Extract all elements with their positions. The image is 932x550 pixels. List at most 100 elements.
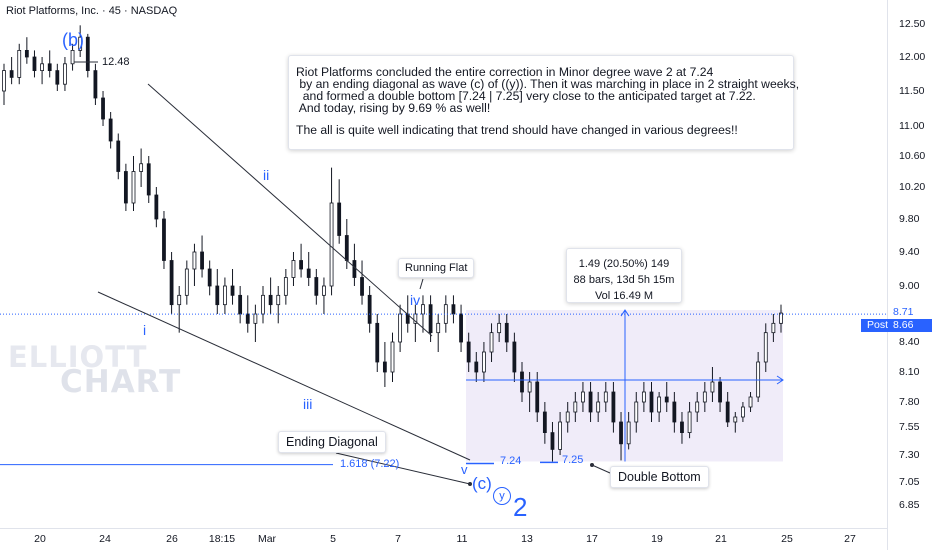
high-price-label: 12.48 [102,56,130,68]
double-bottom-pointer-tip [590,463,594,467]
candle-body [680,421,684,433]
post-market-badge: Post 8.66 [861,319,932,332]
time-tick-label: 17 [586,533,598,545]
last-price-tag: 8.71 [893,306,914,318]
candle-body [687,411,692,434]
candle-body [596,401,601,413]
price-tick-label: 8.40 [899,336,920,348]
price-tick-label: 9.80 [899,213,920,225]
measurement-stats[interactable]: 1.49 (20.50%) 149 88 bars, 13d 5h 15m Vo… [566,248,682,303]
candle-body [55,70,60,85]
candle-body [139,163,144,172]
candle-body [253,313,258,324]
candle-body [428,304,433,334]
candle-body [725,401,730,423]
diagonal-lower-line [97,291,471,461]
candle-body [337,202,342,236]
price-tick-label: 10.20 [899,181,926,193]
candle-body [314,277,319,296]
candle-body [78,36,83,51]
candle-body [512,341,517,373]
drawing-overlays [0,61,887,486]
candle-body [581,391,585,403]
time-tick-label: 24 [99,533,111,545]
ending-diagonal-pointer-tip [468,482,472,486]
price-tick-label: 11.50 [899,85,925,97]
candle-body [535,381,540,413]
candle-body [436,322,441,334]
ending-diagonal-callout[interactable]: Ending Diagonal [278,431,386,453]
candle-body [169,260,174,306]
price-tick-label: 9.00 [899,280,920,292]
analysis-note[interactable]: Riot Platforms concluded the entire corr… [288,55,799,150]
candle-body [558,421,562,450]
wave-y-label: y [493,487,511,505]
candle-body [779,312,783,324]
candle-body [504,322,509,343]
candle-body [375,322,380,363]
running-flat-callout[interactable]: Running Flat [398,258,475,278]
wave-ii-label: ii [263,167,270,183]
note-line-3: and formed a double bottom [7.24 | 7.25]… [296,89,756,103]
wave-v-label: v [461,462,468,477]
candle-body [9,70,14,78]
price-axis[interactable]: 12.50 12.00 11.50 11.00 10.60 10.20 9.80 9.40 9.… [887,0,932,550]
candle-body [459,313,463,343]
time-tick-label: 20 [34,533,46,545]
candle-body [771,322,776,334]
candle-body [24,50,29,58]
candle-body [223,285,227,306]
candle-body [93,70,98,99]
candle-body [421,304,425,315]
time-tick-label: 18:15 [208,533,236,545]
candle-body [261,294,265,315]
candle-body [573,401,578,413]
time-tick-label: 26 [166,533,178,545]
time-tick-label: 7 [395,533,401,545]
candle-body [451,304,456,315]
candle-body [200,251,204,270]
time-axis[interactable]: 20 24 26 18:15 Mar 5 7 11 13 17 19 21 25 27 [0,528,887,550]
candle-body [154,194,159,220]
double-bottom-callout[interactable]: Double Bottom [610,466,709,488]
candle-body [664,396,669,403]
symbol-title[interactable]: Riot Platforms, Inc. · 45 · NASDAQ [6,5,178,17]
candle-body [748,396,753,408]
candle-body [603,391,608,403]
candle-body [733,416,738,423]
wave-b-label: (b) [62,30,84,50]
candle-body [657,396,662,413]
wave-2-label: 2 [513,492,528,522]
candle-body [2,70,6,92]
price-tick-label: 7.30 [899,449,920,461]
candle-body [17,50,22,78]
candle-body [741,406,745,418]
time-tick-label: 19 [651,533,663,545]
candle-body [626,421,631,445]
time-tick-label: 11 [456,533,468,545]
candle-body [588,391,593,413]
candle-body [550,432,555,450]
price-tick-label: 12.00 [899,51,926,63]
candle-body [382,361,387,373]
candle-body [360,277,364,296]
candle-body [108,118,113,142]
candle-body [32,56,37,71]
candle-body [634,401,639,423]
candle-body [542,411,547,434]
note-line-1: Riot Platforms concluded the entire corr… [296,65,714,79]
candle-body [390,341,395,373]
candle-body [177,294,182,306]
stats-change: 1.49 (20.50%) 149 [578,258,670,270]
candle-body [710,381,715,393]
time-tick-label: 5 [330,533,336,545]
candle-body [474,361,479,373]
candle-body [116,140,121,172]
candle-body [565,411,570,423]
time-tick-label: 13 [521,533,533,545]
time-tick-label: 25 [781,533,793,545]
candle-body [238,294,243,315]
post-price: 8.66 [893,319,914,331]
wave-iv-label: iv [410,292,421,308]
